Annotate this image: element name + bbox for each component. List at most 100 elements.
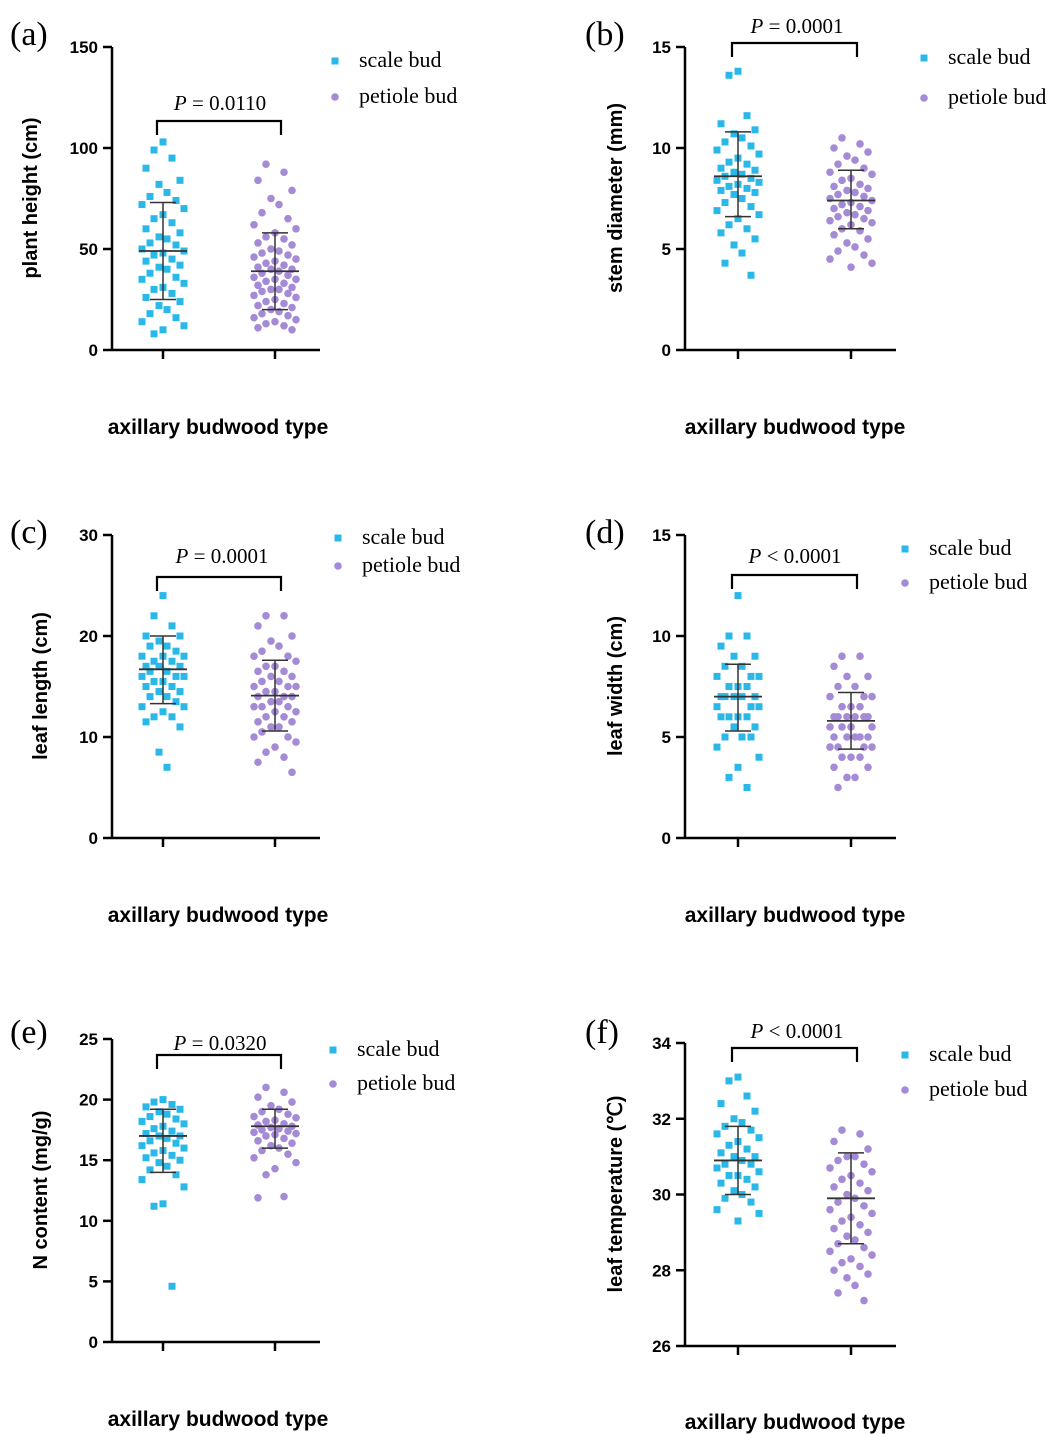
- data-point: [168, 683, 176, 690]
- data-point: [172, 1171, 180, 1179]
- data-point: [717, 229, 725, 237]
- data-point: [721, 199, 729, 207]
- data-point: [838, 652, 846, 660]
- data-point: [142, 1130, 150, 1138]
- data-point: [288, 632, 296, 640]
- data-point: [180, 279, 188, 287]
- data-point: [721, 733, 729, 741]
- data-point: [155, 263, 163, 271]
- data-point: [288, 303, 296, 312]
- legend-label: petiole bud: [359, 83, 457, 108]
- panel-label: (e): [10, 1014, 48, 1051]
- data-point: [254, 758, 262, 767]
- data-point: [713, 176, 721, 184]
- y-tick-label: 15: [652, 526, 671, 545]
- data-point: [280, 279, 288, 288]
- data-point: [155, 302, 163, 310]
- data-point: [292, 275, 300, 284]
- p-value-text: < 0.0001: [761, 544, 841, 568]
- data-point: [280, 321, 288, 330]
- x-axis-title: axillary budwood type: [685, 416, 906, 439]
- data-point: [843, 1274, 851, 1282]
- data-point: [142, 1154, 150, 1162]
- data-point: [743, 1175, 751, 1183]
- data-point: [838, 1126, 846, 1134]
- data-point: [176, 261, 184, 269]
- legend-marker-circle: [901, 1086, 909, 1094]
- p-value-text: = 0.0110: [187, 91, 266, 115]
- data-point: [146, 239, 154, 247]
- data-point: [284, 1127, 292, 1135]
- data-point: [280, 1088, 288, 1097]
- data-point: [730, 241, 738, 249]
- data-point: [860, 1243, 868, 1252]
- data-point: [267, 1123, 275, 1132]
- panel-label: (a): [10, 16, 48, 53]
- data-point: [159, 1200, 167, 1208]
- data-point: [292, 225, 300, 233]
- data-point: [747, 142, 755, 150]
- data-point: [163, 1162, 171, 1170]
- data-point: [826, 723, 834, 731]
- data-point: [262, 1083, 270, 1092]
- data-point: [838, 723, 846, 731]
- data-point: [159, 1096, 167, 1104]
- data-point: [176, 723, 184, 731]
- data-point: [864, 672, 872, 681]
- data-point: [176, 176, 184, 184]
- data-point: [172, 1139, 180, 1147]
- data-point: [864, 763, 872, 772]
- data-point: [713, 1164, 721, 1172]
- data-point: [168, 154, 176, 162]
- data-point: [284, 682, 292, 691]
- data-point: [717, 120, 725, 128]
- data-point: [159, 592, 167, 600]
- data-point: [138, 1117, 146, 1125]
- data-point: [834, 713, 842, 721]
- data-point: [738, 733, 746, 741]
- data-point: [834, 190, 842, 199]
- legend-marker-square: [334, 534, 342, 542]
- data-point: [254, 718, 262, 726]
- data-point: [168, 657, 176, 665]
- series-petiole-bud: [250, 612, 300, 777]
- data-point: [830, 763, 838, 772]
- data-point: [138, 703, 146, 711]
- bracket-line: [155, 119, 283, 135]
- p-symbol: P: [175, 544, 189, 568]
- legend-marker-square: [329, 1046, 337, 1054]
- data-point: [851, 682, 859, 691]
- data-point: [262, 1170, 270, 1179]
- data-point: [830, 1266, 838, 1275]
- data-point: [713, 703, 721, 711]
- y-tick-label: 150: [70, 38, 98, 57]
- data-point: [254, 323, 262, 332]
- p-symbol: P: [173, 91, 187, 115]
- data-point: [163, 265, 171, 273]
- data-point: [159, 138, 167, 146]
- error-bar: [251, 232, 299, 311]
- y-tick-label: 30: [79, 526, 98, 545]
- data-point: [150, 330, 158, 338]
- data-point: [138, 1176, 146, 1184]
- y-tick-label: 34: [652, 1034, 671, 1053]
- data-point: [150, 1202, 158, 1210]
- data-point: [838, 134, 846, 142]
- p-value: P < 0.0001: [748, 544, 842, 568]
- data-point: [150, 677, 158, 685]
- significance-bracket: P = 0.0001: [155, 544, 283, 591]
- data-point: [725, 713, 733, 721]
- data-point: [851, 188, 859, 197]
- data-point: [743, 1092, 751, 1100]
- y-axis-title: stem diameter (mm): [605, 103, 627, 293]
- p-value: P = 0.0001: [750, 14, 844, 38]
- data-point: [155, 688, 163, 696]
- y-tick-label: 10: [652, 139, 671, 158]
- data-point: [250, 273, 258, 282]
- data-point: [864, 148, 872, 156]
- data-point: [146, 642, 154, 650]
- legend-label: scale bud: [929, 535, 1011, 560]
- data-point: [864, 184, 872, 193]
- data-point: [155, 180, 163, 188]
